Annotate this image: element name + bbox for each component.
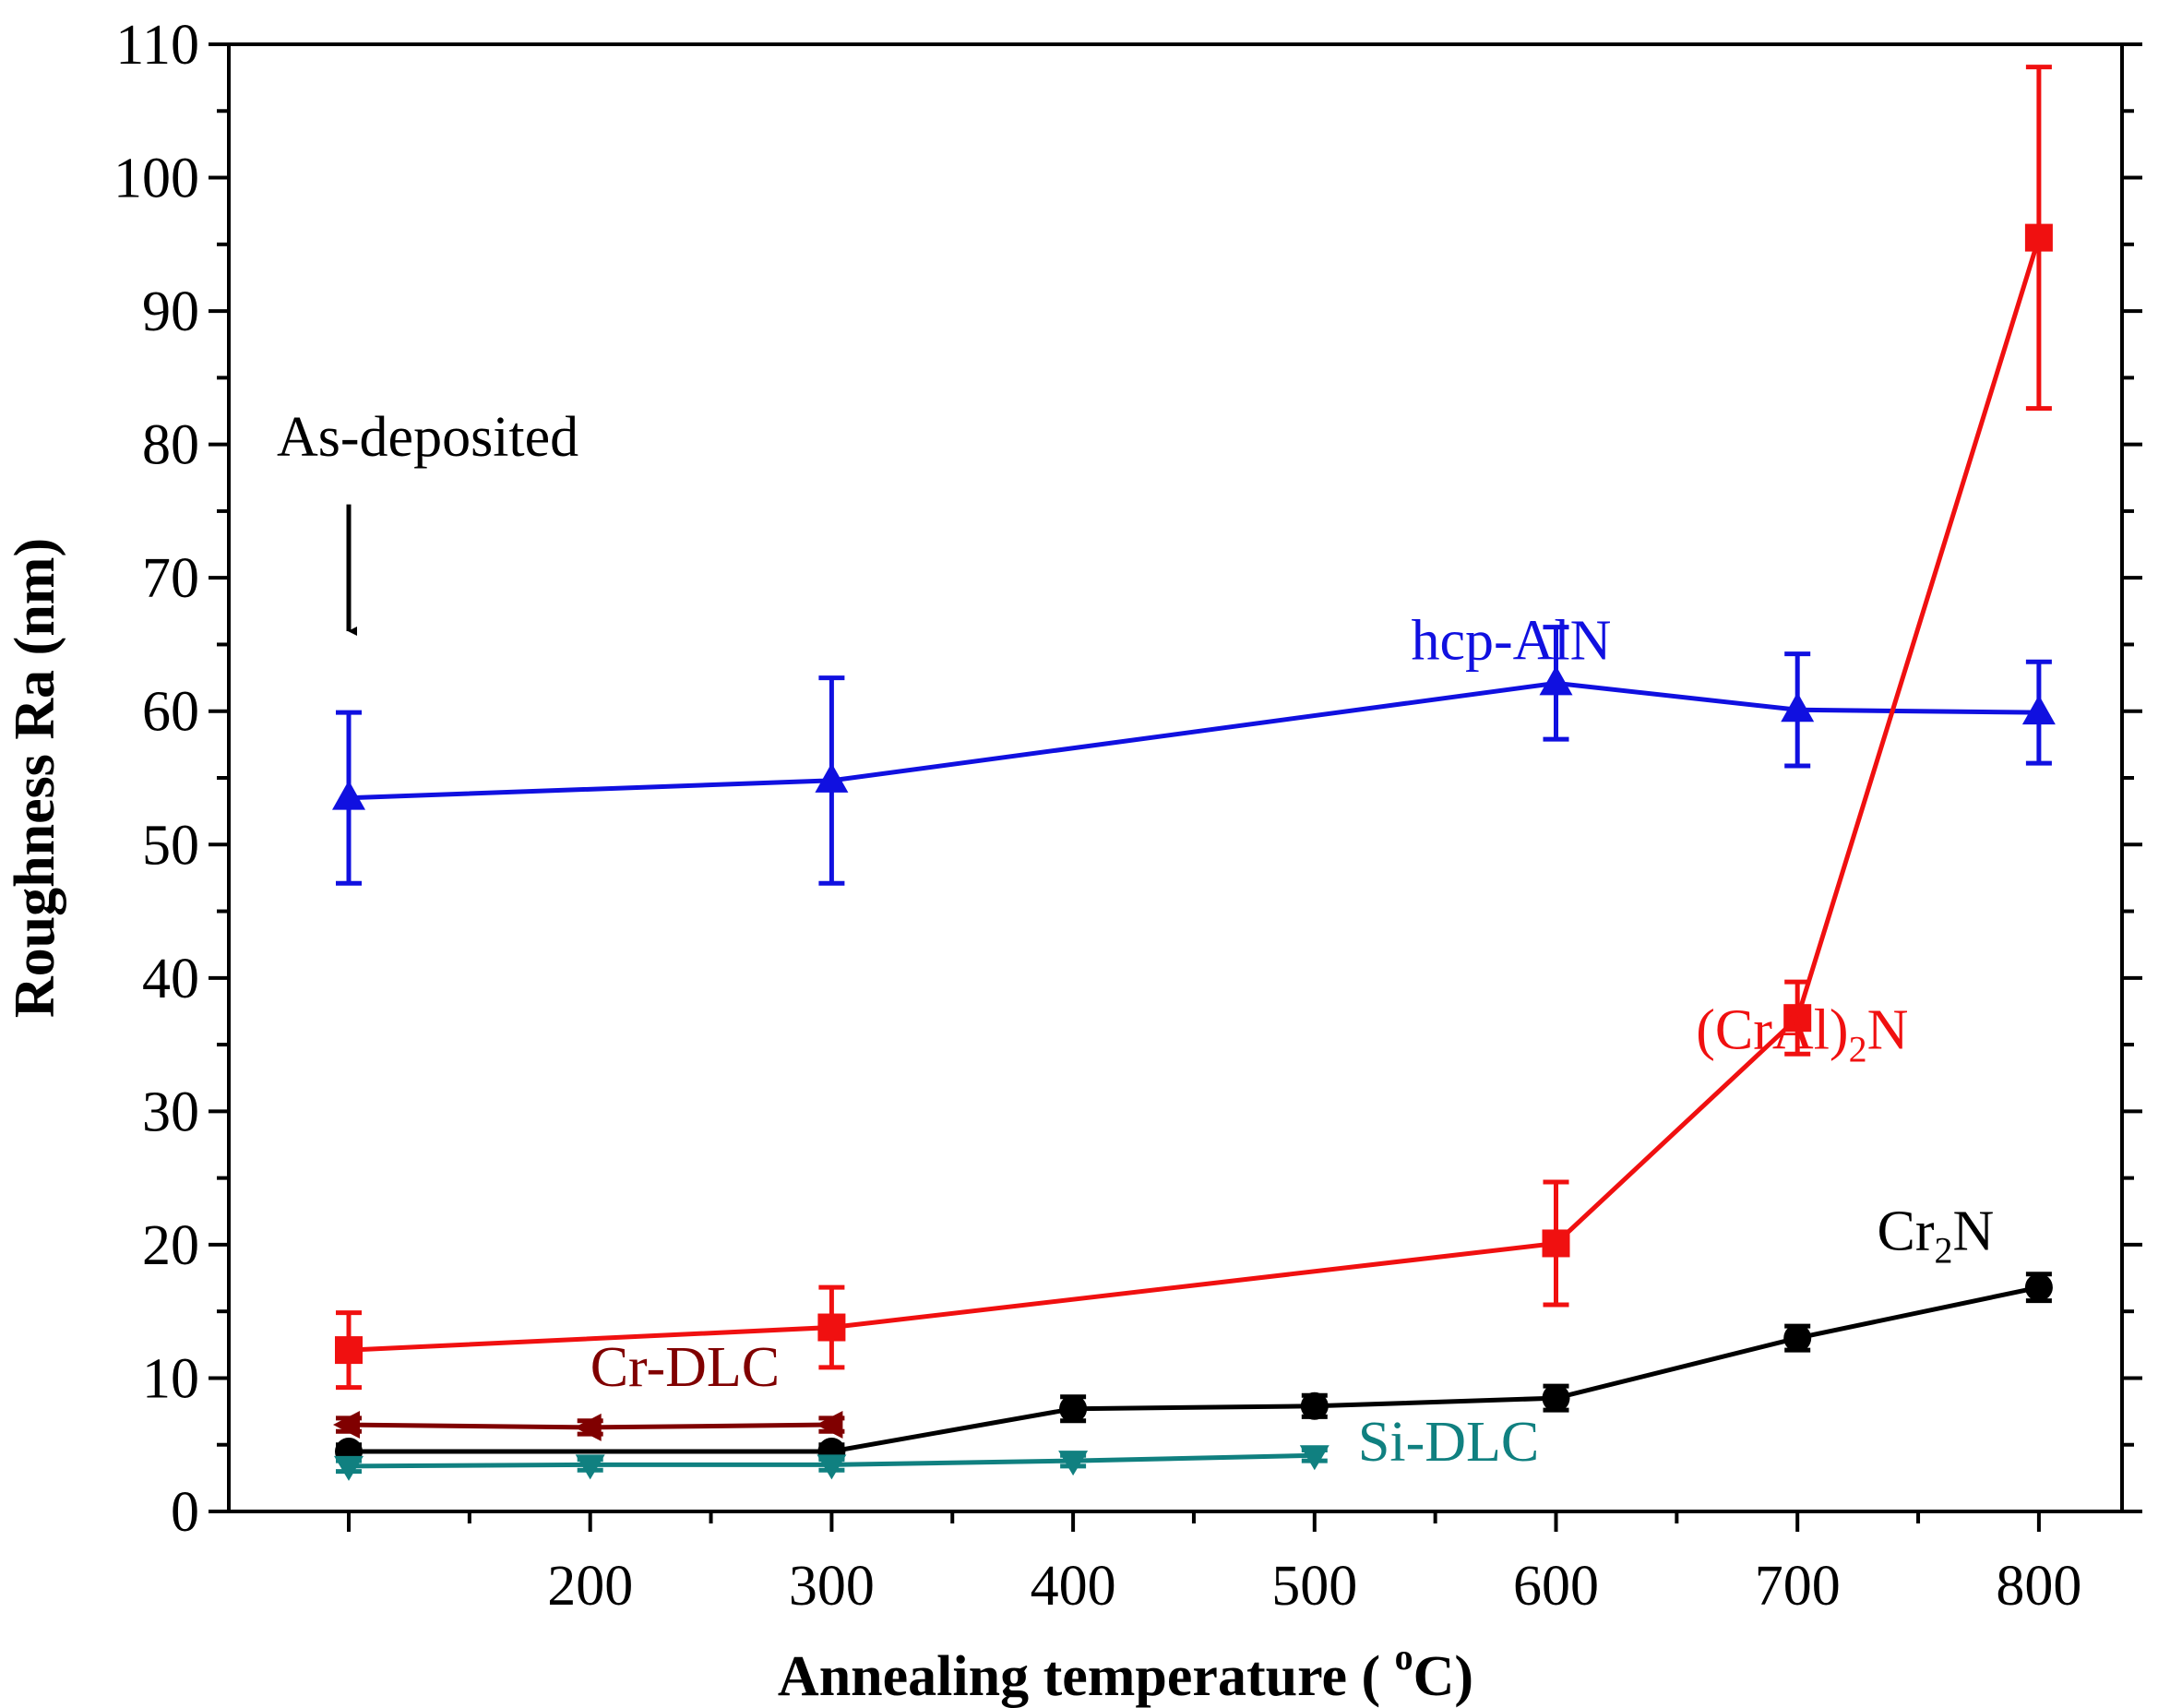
y-tick-label: 20 [142,1214,199,1277]
series-hcp-aln [332,625,2056,886]
data-point [575,1454,605,1480]
y-axis-title: Roughness Ra (nm) [4,538,66,1018]
x-tick-label: 600 [1513,1555,1599,1618]
series-label-subscript: 2 [1935,1230,1953,1272]
series-label: Cr-DLC [590,1336,780,1399]
data-point [1299,1445,1329,1471]
annotation-as-deposited: As-deposited [277,406,578,469]
y-tick-label: 80 [142,414,199,477]
series-label: Cr2N [1878,1200,1995,1272]
x-axis-title-degree: o [1395,1636,1413,1678]
x-tick-label: 800 [1996,1555,2081,1618]
data-point [1542,1384,1570,1413]
data-point [816,1411,843,1439]
series-label-text: N [1867,998,1909,1061]
series-label-subscript: 2 [1849,1028,1867,1069]
x-tick-label: 300 [789,1555,875,1618]
data-point [817,1313,846,1342]
data-point [2021,695,2056,725]
series-label: Si-DLC [1358,1411,1539,1474]
data-point [332,780,365,810]
series-line [348,680,2039,801]
data-point [817,1454,847,1480]
series-label-text: Cr-DLC [590,1336,780,1399]
x-axis-title-main: Annealing temperature ( [778,1645,1395,1708]
data-point [1783,1004,1812,1033]
series-cr-dlc [333,1411,845,1441]
data-point [2024,223,2053,252]
x-axis-ticks: 200 300 400 500 600 700 800 [347,1511,2081,1618]
y-tick-label: 70 [142,547,199,610]
series-label-text: Si-DLC [1358,1411,1539,1474]
y-tick-label: 0 [171,1481,199,1544]
series-label-text: Cr [1878,1200,1935,1263]
y-tick-label: 50 [142,814,199,877]
annotation: As-deposited [277,406,578,636]
data-point [1542,1229,1570,1258]
series-label: (CrAl)2N [1696,998,1908,1069]
series-label-text: N [1953,1200,1995,1263]
series-line [348,236,2042,1353]
data-point [1058,1451,1089,1476]
y-tick-label: 110 [115,14,199,77]
data-point [1783,1324,1812,1353]
y-axis-ticks: 0 10 20 30 40 50 60 70 80 90 100 110 [113,14,2142,1544]
data-point [1781,692,1815,723]
x-tick-label: 200 [547,1555,633,1618]
data-point [1059,1394,1088,1423]
plot-area [332,65,2056,1481]
series-label-text: hcp-AlN [1411,609,1611,672]
data-point [2024,1273,2053,1302]
x-axis-title-unit: C) [1413,1645,1473,1708]
series-label: hcp-AlN [1411,609,1611,672]
series-si-dlc [334,1445,1329,1481]
x-tick-label: 400 [1031,1555,1116,1618]
data-point [574,1413,602,1441]
data-point [1539,665,1573,696]
data-point [815,762,849,793]
data-point [1300,1391,1329,1420]
plot-frame [227,42,2124,1513]
x-axis-title: Annealing temperature ( oC) [778,1636,1473,1708]
y-tick-label: 100 [113,148,199,210]
y-tick-label: 10 [142,1347,199,1410]
data-point [334,1455,364,1481]
y-tick-label: 30 [142,1081,199,1143]
series-label-text: (CrAl) [1696,998,1848,1061]
data-point [333,1411,360,1439]
y-tick-label: 40 [142,948,199,1010]
x-tick-label: 700 [1755,1555,1841,1618]
series--cral-2n [335,65,2053,1391]
x-tick-label: 500 [1271,1555,1357,1618]
data-point [335,1336,363,1365]
series-cr2n [335,1272,2053,1465]
y-tick-label: 60 [142,681,199,744]
y-tick-label: 90 [142,281,199,343]
